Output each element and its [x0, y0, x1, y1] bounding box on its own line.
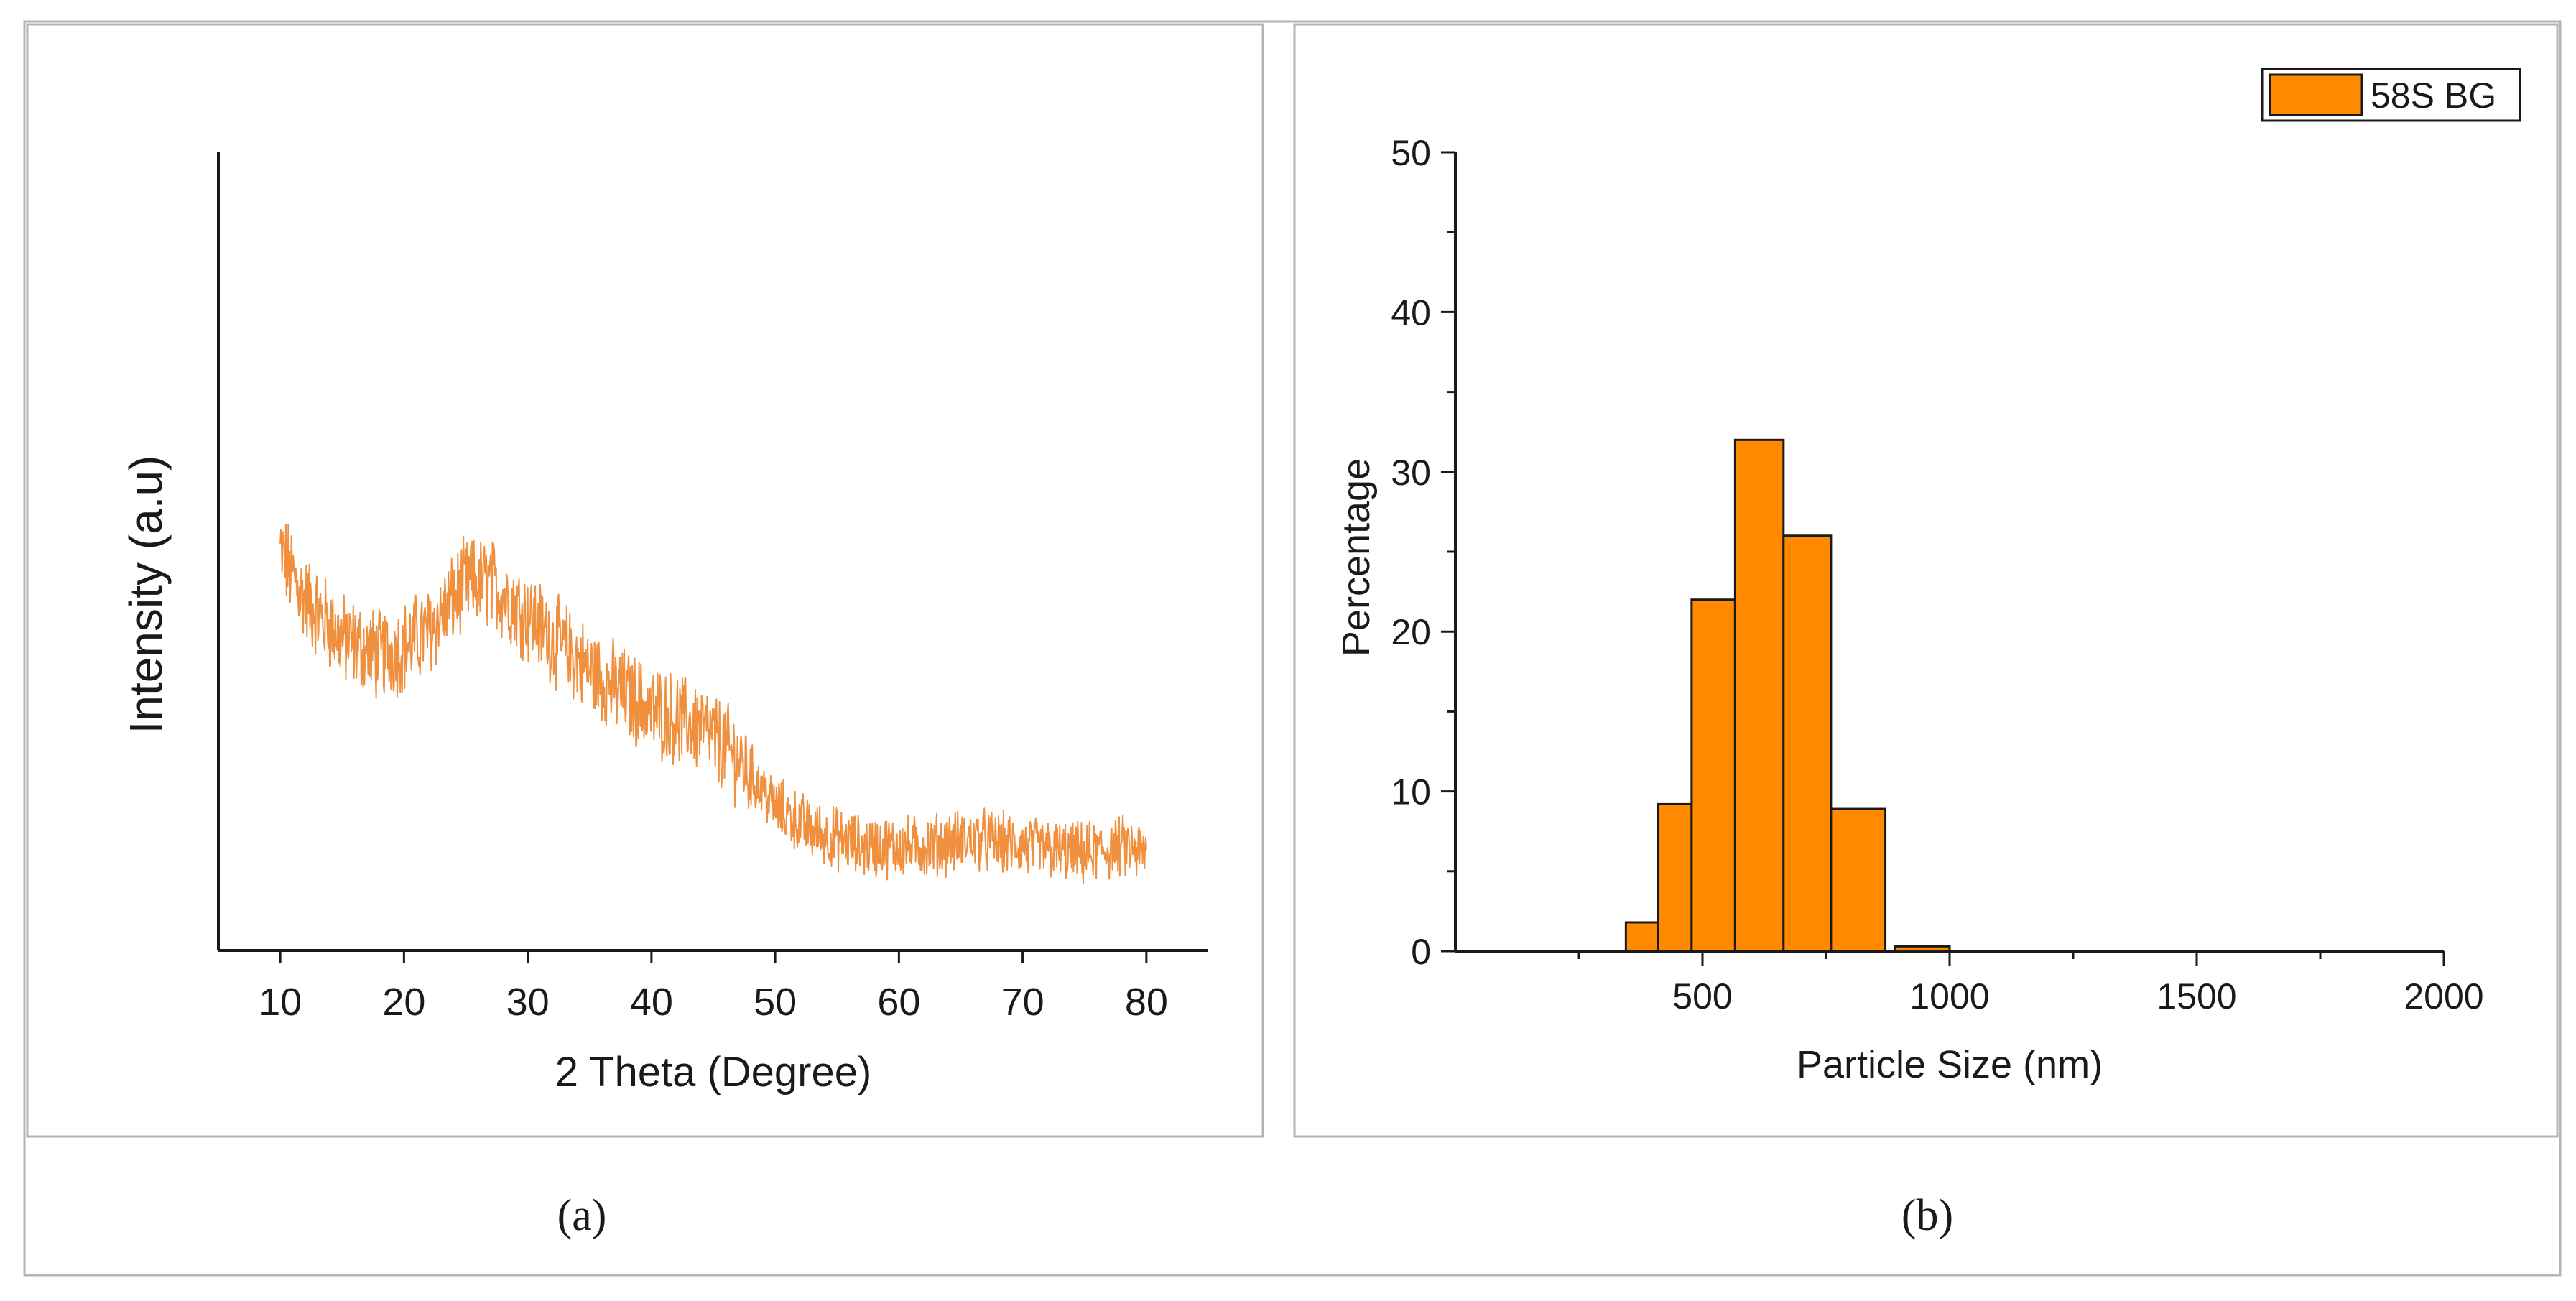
panel-b-frame: [1293, 23, 2559, 1138]
legend-swatch: [2269, 73, 2363, 116]
psd-y-ticks: 0 10 20 30 40 50: [1391, 133, 1455, 972]
figure-outer-frame: [23, 20, 2562, 1277]
xrd-x-tick-label: 10: [259, 981, 302, 1024]
psd-bar: [1624, 921, 1659, 953]
xrd-x-tick-label: 70: [1001, 981, 1044, 1024]
psd-bar: [1782, 534, 1833, 953]
psd-x-tick-label: 2000: [2404, 976, 2483, 1017]
xrd-x-tick-label: 20: [382, 981, 425, 1024]
psd-y-tick-label: 50: [1391, 133, 1431, 173]
psd-bar: [1690, 598, 1736, 953]
xrd-plot-area: [279, 523, 1147, 885]
panel-a-caption: (a): [557, 1191, 607, 1240]
xrd-chart: 10 20 30 40 50 60 70 80 2 Theta (Degree) Intens…: [120, 152, 1208, 1096]
xrd-y-axis-label: Intensity (a.u): [120, 455, 172, 734]
legend-label: 58S BG: [2371, 75, 2496, 116]
xrd-x-tick-label: 40: [630, 981, 673, 1024]
psd-x-tick-label: 500: [1672, 976, 1732, 1017]
psd-legend: 58S BG: [2261, 68, 2521, 122]
psd-x-tick-label: 1500: [2156, 976, 2236, 1017]
panel-b-caption: (b): [1901, 1191, 1953, 1240]
xrd-x-tick-label: 80: [1125, 981, 1168, 1024]
psd-x-tick-label: 1000: [1909, 976, 1989, 1017]
psd-y-tick-label: 0: [1411, 932, 1431, 972]
psd-y-tick-label: 20: [1391, 612, 1431, 652]
psd-y-tick-label: 40: [1391, 292, 1431, 333]
xrd-series-line: [279, 523, 1147, 885]
xrd-x-tick-label: 60: [877, 981, 920, 1024]
psd-y-tick-label: 10: [1391, 772, 1431, 812]
psd-bars: [1624, 438, 1951, 953]
xrd-x-ticks: 10 20 30 40 50 60 70 80: [259, 950, 1168, 1024]
psd-y-tick-label: 30: [1391, 453, 1431, 493]
psd-x-ticks: 500 1000 1500 2000: [1577, 951, 2484, 1017]
xrd-x-axis-label: 2 Theta (Degree): [555, 1049, 872, 1096]
psd-bar: [1733, 438, 1785, 953]
psd-x-axis-label: Particle Size (nm): [1797, 1043, 2103, 1086]
psd-y-axis-label: Percentage: [1335, 458, 1378, 657]
xrd-x-tick-label: 30: [506, 981, 550, 1024]
xrd-x-tick-label: 50: [754, 981, 797, 1024]
psd-chart: 0 10 20 30 40 50 500 1000 1500 2000 Particle Siz…: [1335, 68, 2521, 1086]
psd-bar: [1657, 802, 1693, 953]
psd-bar: [1830, 807, 1887, 953]
panel-a-frame: [26, 23, 1264, 1138]
